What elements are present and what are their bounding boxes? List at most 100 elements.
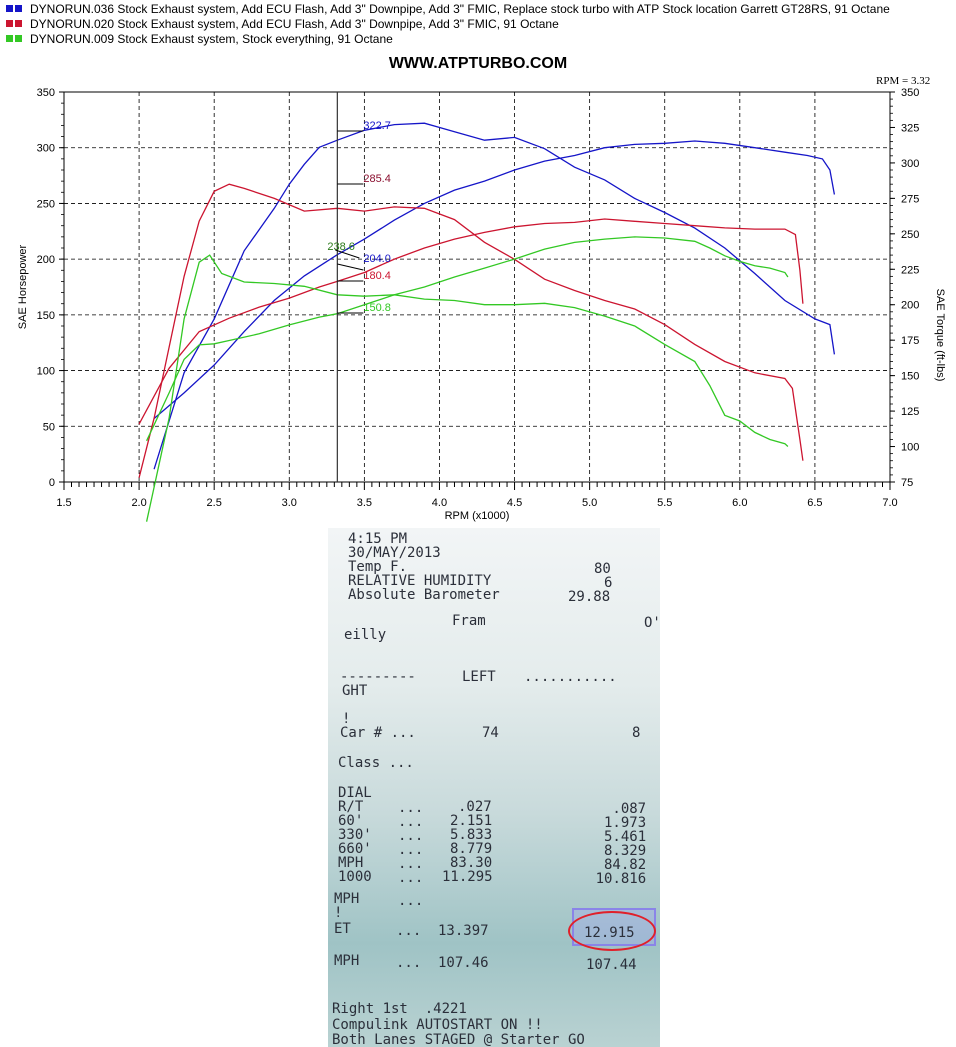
x-tick-label: 5.5	[657, 497, 672, 509]
timeslip-photo: 4:15 PM 30/MAY/2013 Temp F. 80 RELATIVE …	[328, 528, 660, 1047]
ticket-name-fragment: eilly	[344, 627, 387, 643]
ticket-et-dots: ...	[396, 923, 422, 939]
y-tick-label: 250	[37, 198, 55, 210]
y-tick-label: 50	[43, 421, 55, 433]
legend-item-run036: DYNORUN.036 Stock Exhaust system, Add EC…	[6, 1, 890, 16]
y-tick-label: 200	[37, 254, 55, 266]
y2-tick-label: 350	[901, 87, 919, 99]
ticket-row-left: .027	[458, 799, 492, 815]
ticket-footer-3: Both Lanes STAGED @ Starter GO	[332, 1032, 585, 1047]
ticket-row-label: 60'	[338, 813, 364, 829]
ticket-dots: ...........	[524, 669, 617, 685]
ticket-row-right: 84.82	[604, 857, 647, 873]
cursor-value-leader	[337, 263, 364, 271]
legend-swatch-icon	[6, 5, 13, 12]
y2-tick-label: 150	[901, 371, 919, 383]
series-line-dynorun-036-hp	[153, 140, 836, 419]
ticket-barometer-label: Absolute Barometer	[348, 587, 500, 603]
ticket-row-right: 10.816	[595, 871, 647, 887]
ticket-ght: GHT	[342, 683, 368, 699]
ticket-car-label: Car # ...	[340, 725, 416, 741]
legend-item-run020: DYNORUN.020 Stock Exhaust system, Add EC…	[6, 16, 559, 31]
cursor-value-label: 150.8	[363, 302, 391, 314]
ticket-left-label: LEFT	[462, 669, 496, 685]
ticket-fragment: O'	[644, 615, 660, 631]
ticket-footer-2: Compulink AUTOSTART ON !!	[332, 1017, 543, 1033]
ticket-row-left: 83.30	[450, 855, 493, 871]
ticket-dial-label: DIAL	[338, 785, 372, 801]
ticket-mph-right: 107.44	[586, 957, 637, 973]
x-tick-label: 3.0	[282, 497, 297, 509]
legend-swatch-icon	[15, 35, 22, 42]
ticket-row-left: 8.779	[450, 841, 493, 857]
ticket-row-left: 5.833	[450, 827, 493, 843]
x-tick-label: 7.0	[882, 497, 897, 509]
y2-axis-title: SAE Torque (ft-lbs)	[934, 289, 946, 382]
ticket-row-dots: ...	[398, 842, 424, 858]
ticket-row-dots: ...	[398, 800, 424, 816]
ticket-date: 30/MAY/2013	[348, 545, 441, 561]
ticket-row-label: 660'	[338, 841, 372, 857]
ticket-humidity-value: 6	[604, 575, 613, 591]
dyno-chart: 0 50 100 150 200 250 300 350 75 100 125 150 175 200 22…	[17, 75, 946, 522]
y-tick-label: 300	[37, 143, 55, 155]
ticket-mph-dots: ...	[396, 955, 422, 971]
series-line-dynorun-020-hp	[138, 218, 804, 425]
legend-label: DYNORUN.036 Stock Exhaust system, Add EC…	[30, 1, 890, 16]
ticket-row-left: 2.151	[450, 813, 493, 829]
ticket-mph2-dots: ...	[398, 893, 424, 909]
ticket-dashes: ---------	[340, 669, 416, 685]
ticket-row-label: MPH	[338, 855, 364, 871]
x-tick-label: 5.0	[582, 497, 597, 509]
ticket-temp-value: 80	[594, 561, 611, 577]
rpm-cursor-readout: RPM = 3.32	[876, 75, 930, 87]
x-tick-label: 2.0	[131, 497, 146, 509]
ticket-row-dots: ...	[398, 856, 424, 872]
y2-tick-label: 275	[901, 193, 919, 205]
cursor-value-label: 204.0	[363, 253, 391, 265]
y-tick-label: 100	[37, 366, 55, 378]
y-axis-title: SAE Horsepower	[17, 244, 29, 329]
ticket-excl: !	[342, 711, 351, 727]
series-line-dynorun-036-torque	[153, 122, 836, 470]
ticket-row-label: R/T	[338, 799, 364, 815]
ticket-mph2-label: MPH	[334, 891, 360, 907]
cursor-value-label: 322.7	[363, 120, 391, 132]
x-tick-label: 1.5	[56, 497, 71, 509]
y2-tick-label: 225	[901, 264, 919, 276]
ticket-footer-1: Right 1st .4221	[332, 1001, 467, 1017]
legend-swatch-icon	[15, 5, 22, 12]
x-tick-label: 4.5	[507, 497, 522, 509]
ticket-mph-left: 107.46	[438, 955, 489, 971]
y2-tick-label: 325	[901, 122, 919, 134]
legend-swatch-icon	[6, 35, 13, 42]
ticket-temp-label: Temp F.	[348, 559, 408, 575]
plot-frame	[63, 91, 891, 483]
y2-tick-label: 250	[901, 229, 919, 241]
cursor-value-label: 238.6	[327, 241, 355, 253]
ticket-row-left: 11.295	[442, 869, 493, 885]
legend-swatch-icon	[6, 20, 13, 27]
x-tick-label: 6.0	[732, 497, 747, 509]
ticket-mph-label: MPH	[334, 953, 360, 969]
ticket-humidity-label: RELATIVE HUMIDITY	[348, 573, 492, 589]
ticket-row-label: 1000	[338, 869, 372, 885]
y-tick-label: 350	[37, 87, 55, 99]
ticket-et-left: 13.397	[438, 923, 489, 939]
y2-tick-label: 100	[901, 442, 919, 454]
ticket-et-label: ET	[334, 921, 351, 937]
ticket-fram: Fram	[452, 613, 486, 629]
ticket-excl-2: !	[334, 905, 343, 921]
y2-tick-label: 75	[901, 477, 913, 489]
legend-label: DYNORUN.009 Stock Exhaust system, Stock …	[30, 31, 393, 46]
y2-tick-label: 300	[901, 158, 919, 170]
y2-tick-label: 125	[901, 406, 919, 418]
ticket-row-right: 8.329	[604, 843, 647, 859]
ticket-row-dots: ...	[398, 814, 424, 830]
x-tick-label: 6.5	[807, 497, 822, 509]
x-axis-title: RPM (x1000)	[445, 510, 510, 522]
legend-item-run009: DYNORUN.009 Stock Exhaust system, Stock …	[6, 31, 393, 46]
ticket-class-label: Class ...	[338, 755, 414, 771]
y-tick-label: 150	[37, 310, 55, 322]
ticket-time: 4:15 PM	[348, 531, 408, 547]
